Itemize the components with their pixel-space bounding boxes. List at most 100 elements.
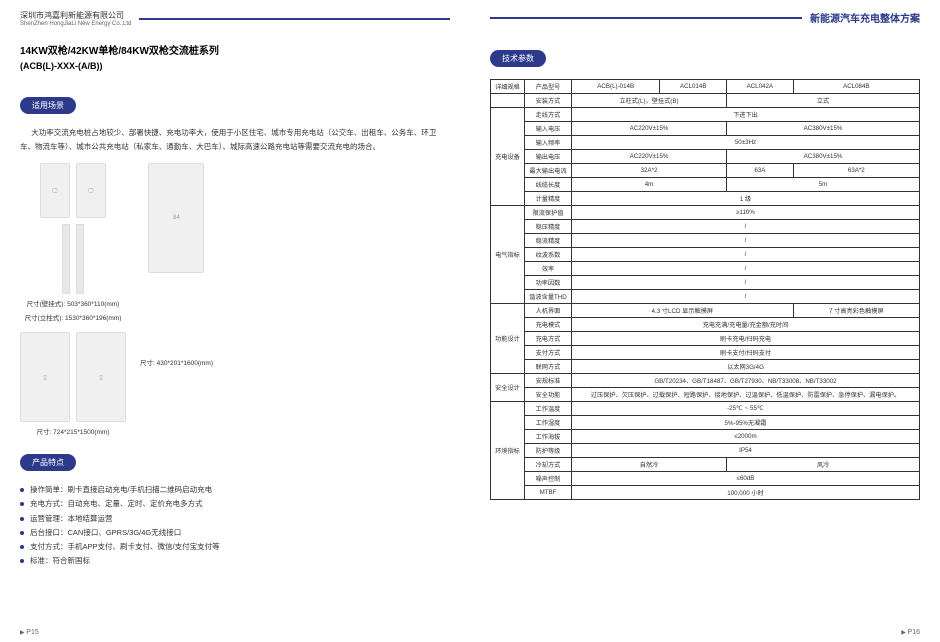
spec-label-cell: 安规标准 (525, 374, 572, 388)
spec-label-cell: 噪声控制 (525, 472, 572, 486)
spec-header-cell: ACL084B (793, 80, 919, 94)
spec-value-cell: / (572, 276, 920, 290)
spec-label-cell: 充电模式 (525, 318, 572, 332)
product-title: 14KW双枪/42KW单枪/84KW双枪交流桩系列 (20, 42, 450, 57)
scene-description: 大功率交流充电桩占地较少、部署快捷、充电功率大，使用于小区住宅、城市专用充电站（… (20, 126, 450, 153)
spec-value-cell: 4m (572, 178, 727, 192)
feature-item: 运营管理：本地结算运营 (20, 512, 450, 526)
header-line-right (490, 17, 802, 19)
image-col-1: ▢ ▢ 尺寸(壁挂式): 503*360*110(mm) 尺寸(立柱式): 15… (20, 163, 126, 436)
spec-value-cell: 自然冷 (572, 458, 727, 472)
right-page: 新能源汽车充电整体方案 技术参数 详细规格产品型号ACB(L)-014BACL0… (470, 0, 940, 642)
features-list: 操作简单：刷卡直接启动充电/手机扫描二维码启动充电充电方式：自动充电、定量、定时… (20, 483, 450, 569)
spec-label-cell: 充电方式 (525, 332, 572, 346)
spec-label-cell: 功率因数 (525, 276, 572, 290)
caption-1b: 尺寸(立柱式): 1530*360*196(mm) (25, 312, 122, 322)
caption-1a: 尺寸(壁挂式): 503*360*110(mm) (27, 298, 120, 308)
caption-2: 尺寸: 430*201*1600(mm) (140, 357, 213, 367)
spec-value-cell: ≥110% (572, 206, 920, 220)
charger-large-2: ▯ (76, 332, 126, 422)
spec-label-cell: 走线方式 (525, 108, 572, 122)
spec-value-cell: / (572, 290, 920, 304)
spec-label-cell: MTBF (525, 486, 572, 500)
spec-group-cell: 充电设备 (491, 108, 525, 206)
spec-table: 详细规格产品型号ACB(L)-014BACL014BACL042AACL084B… (490, 79, 920, 500)
spec-value-cell: / (572, 248, 920, 262)
spec-group-cell: 安全设计 (491, 374, 525, 402)
spec-value-cell: / (572, 234, 920, 248)
spec-value-cell: AC380V±15% (727, 150, 920, 164)
spec-label-cell: 稳压精度 (525, 220, 572, 234)
spec-value-cell: AC220V±15% (572, 150, 727, 164)
right-header: 新能源汽车充电整体方案 (490, 10, 920, 25)
spec-value-cell: 50±3Hz (572, 136, 920, 150)
spec-value-cell: ≤2000m (572, 430, 920, 444)
spec-group-cell: 功能设计 (491, 304, 525, 374)
spec-group-cell: 环境指标 (491, 402, 525, 500)
left-page: 深圳市鸿嘉利新能源有限公司 ShenZhen HongJiaLi New Ene… (0, 0, 470, 642)
spec-header-cell: 产品型号 (525, 80, 572, 94)
spec-value-cell: 过压保护、欠压保护、过载保护、短路保护、接地保护、过温保护、低温保护、防雷保护、… (572, 388, 920, 402)
spec-label-cell: 稳流精度 (525, 234, 572, 248)
spec-label-cell: 工作湿度 (525, 416, 572, 430)
feature-item: 标准：符合新国标 (20, 554, 450, 568)
spec-value-cell: 7 寸高亮彩色触摸屏 (793, 304, 919, 318)
charger-large-1: ▯ (20, 332, 70, 422)
product-images: ▢ ▢ 尺寸(壁挂式): 503*360*110(mm) 尺寸(立柱式): 15… (20, 163, 450, 436)
page-number-right: P16 (901, 629, 920, 636)
spec-label-cell: 输入电压 (525, 122, 572, 136)
section-features-label: 产品特点 (20, 454, 76, 471)
image-col-2: 84 尺寸: 430*201*1600(mm) (140, 163, 213, 436)
feature-item: 操作简单：刷卡直接启动充电/手机扫描二维码启动充电 (20, 483, 450, 497)
spec-group-cell (491, 94, 525, 108)
spec-value-cell: 刷卡支付/扫码支付 (572, 346, 920, 360)
spec-label-cell: 支付方式 (525, 346, 572, 360)
spec-label-cell: 联网方式 (525, 360, 572, 374)
spec-value-cell: / (572, 262, 920, 276)
spec-value-cell: 63A (727, 164, 794, 178)
page-number-left: P15 (20, 629, 39, 636)
spec-value-cell: 刷卡充电/扫码充电 (572, 332, 920, 346)
spec-header-cell: ACL014B (660, 80, 727, 94)
spec-label-cell: 安装方式 (525, 94, 572, 108)
spec-label-cell: 工作海拔 (525, 430, 572, 444)
spec-value-cell: AC220V±15% (572, 122, 727, 136)
spec-label-cell: 效率 (525, 262, 572, 276)
spec-label-cell: 谐波含量THD (525, 290, 572, 304)
spec-label-cell: 最大输出电流 (525, 164, 572, 178)
spec-label-cell: 纹波系数 (525, 248, 572, 262)
company-name-en: ShenZhen HongJiaLi New Energy Co.,Ltd (20, 21, 131, 27)
spec-value-cell: 风冷 (727, 458, 920, 472)
spec-label-cell: 线缆长度 (525, 178, 572, 192)
spec-label-cell: 限流保护值 (525, 206, 572, 220)
spec-value-cell: 32A*2 (572, 164, 727, 178)
spec-value-cell: / (572, 220, 920, 234)
company-name-cn: 深圳市鸿嘉利新能源有限公司 (20, 10, 131, 21)
section-spec-label: 技术参数 (490, 50, 546, 67)
spec-value-cell: 5m (727, 178, 920, 192)
spec-header-cell: ACB(L)-014B (572, 80, 660, 94)
charger-pole-2 (76, 224, 84, 294)
spec-value-cell: ≤60dB (572, 472, 920, 486)
feature-item: 充电方式：自动充电、定量、定时、定价充电多方式 (20, 497, 450, 511)
spec-value-cell: GB/T20234、GB/T18487、GB/T27930、NB/T33008、… (572, 374, 920, 388)
spec-value-cell: 立式 (727, 94, 920, 108)
spec-group-cell: 电气指标 (491, 206, 525, 304)
header-text-block: 深圳市鸿嘉利新能源有限公司 ShenZhen HongJiaLi New Ene… (20, 10, 131, 27)
caption-3: 尺寸: 724*215*1500(mm) (37, 426, 110, 436)
charger-wall-1: ▢ (40, 163, 70, 218)
feature-item: 后台接口：CAN接口、GPRS/3G/4G无线接口 (20, 526, 450, 540)
charger-pole-1 (62, 224, 70, 294)
spec-label-cell: 安全功能 (525, 388, 572, 402)
spec-value-cell: 4.3 寸LCD 显示触摸屏 (572, 304, 794, 318)
spec-value-cell: 立柱式(L)，壁挂式(B) (572, 94, 727, 108)
spec-value-cell: AC380V±15% (727, 122, 920, 136)
spec-value-cell: 100,000 小时 (572, 486, 920, 500)
spec-label-cell: 输出电压 (525, 150, 572, 164)
charger-cabinet: 84 (148, 163, 204, 273)
product-subtitle: (ACB(L)-XXX-(A/B)) (20, 61, 450, 71)
spec-value-cell: -25℃ ~ 55℃ (572, 402, 920, 416)
spec-value-cell: 5%-95%无凝霜 (572, 416, 920, 430)
spec-value-cell: 充电充满/充电量/充金额/充时间 (572, 318, 920, 332)
charger-wall-2: ▢ (76, 163, 106, 218)
